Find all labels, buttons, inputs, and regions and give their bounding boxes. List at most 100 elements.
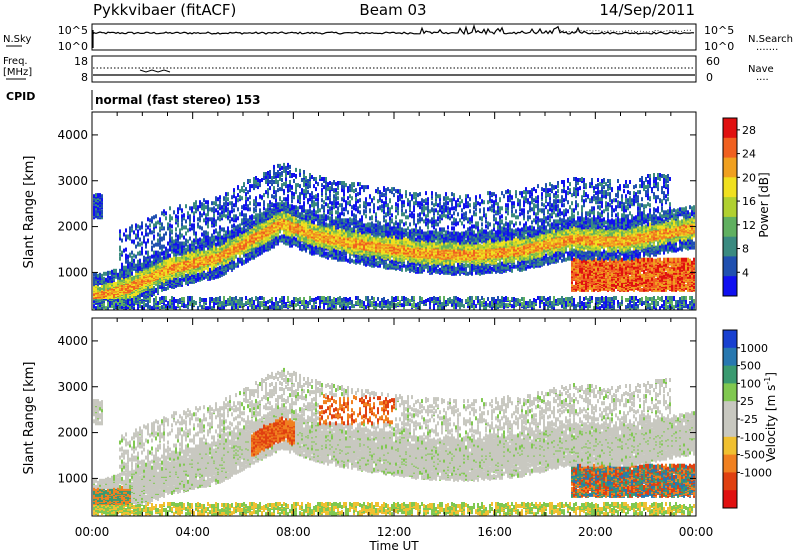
echo-cell (225, 214, 227, 218)
echo-cell (197, 249, 199, 253)
echo-cell (237, 216, 239, 220)
echo-cell (229, 201, 231, 205)
echo-cell (175, 233, 177, 237)
echo-cell (237, 193, 239, 197)
echo-cell (279, 202, 281, 206)
echo-cell (183, 242, 185, 246)
echo-cell (195, 232, 197, 236)
echo-cell (153, 298, 155, 302)
echo-cell (201, 233, 203, 237)
echo-cell (175, 299, 177, 303)
echo-cell (265, 243, 267, 247)
echo-cell (257, 178, 259, 182)
echo-cell (157, 301, 159, 305)
beam-title: Beam 03 (359, 1, 426, 19)
echo-cell (217, 204, 219, 208)
echo-cell (269, 175, 271, 179)
echo-cell (189, 302, 191, 306)
echo-cell (139, 259, 141, 263)
echo-cell (177, 279, 179, 283)
echo-cell (151, 246, 153, 250)
echo-cell (145, 303, 147, 307)
echo-cell (101, 280, 103, 284)
echo-cell (235, 196, 237, 200)
echo-cell (101, 194, 103, 198)
echo-cell (195, 200, 197, 204)
echo-cell (239, 234, 241, 238)
echo-cell (247, 197, 249, 201)
echo-cell (99, 273, 101, 277)
echo-cell (273, 203, 275, 207)
echo-cell (271, 202, 273, 206)
echo-cell (223, 202, 225, 206)
echo-cell (163, 251, 165, 255)
echo-cell (133, 276, 135, 280)
echo-cell (149, 296, 151, 300)
echo-cell (287, 188, 289, 192)
echo-cell (243, 260, 245, 264)
echo-cell (263, 218, 265, 222)
echo-cell (203, 211, 205, 215)
echo-cell (273, 186, 275, 190)
echo-cell (181, 208, 183, 212)
echo-cell (191, 223, 193, 227)
echo-cell (227, 215, 229, 219)
echo-cell (119, 253, 121, 257)
echo-cell (279, 196, 281, 200)
echo-cell (269, 170, 271, 174)
echo-cell (209, 207, 211, 211)
echo-cell (97, 305, 99, 309)
echo-cell (229, 219, 231, 223)
echo-cell (195, 301, 197, 305)
echo-cell (181, 242, 183, 246)
echo-cell (189, 214, 191, 218)
echo-cell (213, 217, 215, 221)
echo-cell (271, 301, 273, 305)
freq-wiggle (140, 70, 170, 72)
echo-cell (103, 272, 105, 276)
echo-cell (237, 198, 239, 202)
echo-cell (265, 179, 267, 183)
echo-cell (173, 297, 175, 301)
echo-cell (251, 305, 253, 309)
echo-cell (227, 192, 229, 196)
echo-cell (249, 195, 251, 199)
echo-cell (161, 257, 163, 261)
echo-cell (215, 228, 217, 232)
echo-cell (203, 304, 205, 308)
echo-cell (135, 223, 137, 227)
echo-cell (159, 234, 161, 238)
echo-cell (287, 171, 289, 175)
echo-cell (289, 301, 291, 305)
echo-cell (151, 255, 153, 259)
echo-cell (241, 210, 243, 214)
echo-cell (135, 299, 137, 303)
freq-left-label-2: [MHz] (3, 67, 32, 78)
echo-cell (171, 237, 173, 241)
echo-cell (153, 251, 155, 255)
echo-cell (185, 225, 187, 229)
echo-cell (235, 232, 237, 236)
echo-cell (247, 232, 249, 236)
echo-cell (123, 249, 125, 253)
echo-cell (147, 239, 149, 243)
echo-cell (245, 196, 247, 200)
echo-cell (125, 254, 127, 258)
echo-cell (269, 200, 271, 204)
echo-cell (221, 305, 223, 309)
echo-cell (233, 203, 235, 207)
echo-cell (137, 252, 139, 256)
echo-cell (253, 300, 255, 304)
echo-cell (131, 263, 133, 267)
echo-cell (291, 191, 293, 195)
echo-cell (233, 256, 235, 260)
echo-cell (247, 204, 249, 208)
echo-cell (189, 276, 191, 280)
echo-cell (153, 244, 155, 248)
echo-cell (239, 223, 241, 227)
echo-cell (243, 213, 245, 217)
echo-cell (213, 213, 215, 217)
echo-cell (245, 258, 247, 262)
echo-cell (247, 190, 249, 194)
echo-cell (235, 263, 237, 267)
